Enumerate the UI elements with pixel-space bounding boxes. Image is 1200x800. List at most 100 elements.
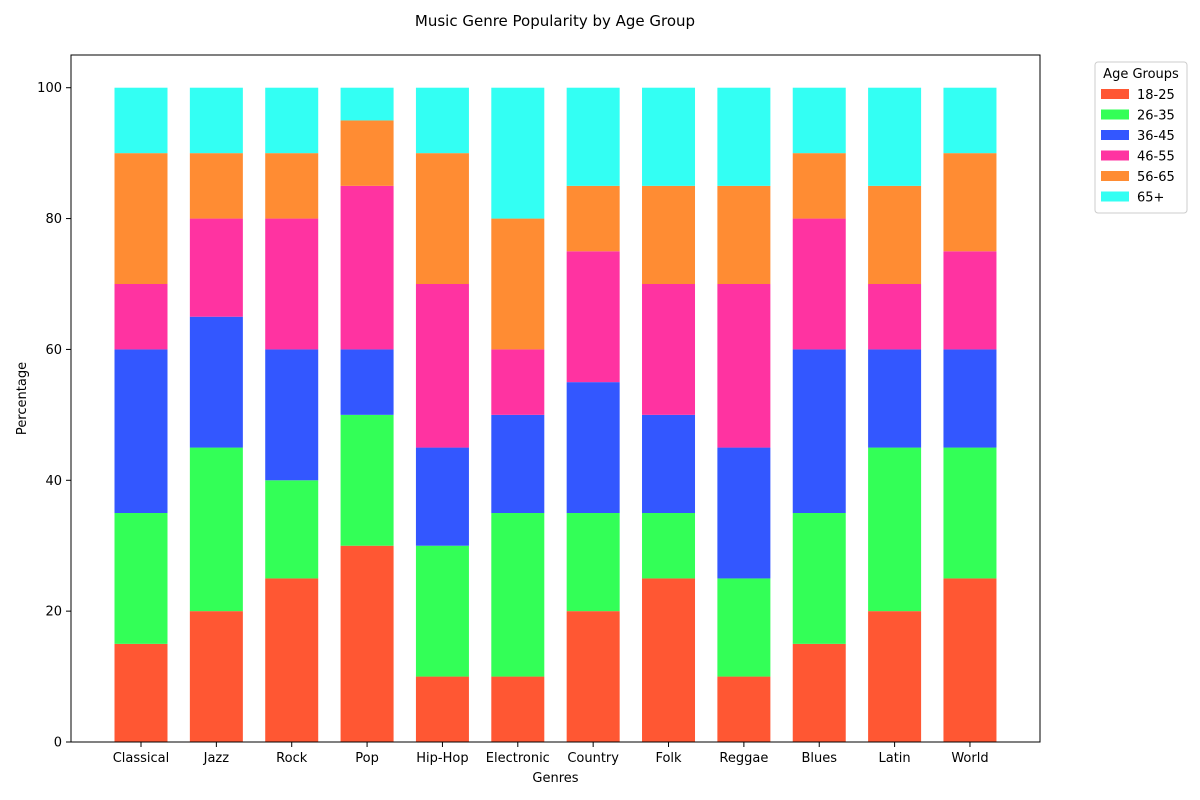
x-tick-label: Rock — [276, 751, 308, 766]
bar-rock-26-35 — [265, 480, 319, 579]
x-tick-label: Latin — [879, 751, 911, 766]
x-tick-label: Blues — [801, 751, 837, 766]
bar-electronic-26-35 — [491, 513, 545, 677]
bar-rock-56-65 — [265, 153, 319, 219]
bar-reggae-56-65 — [717, 185, 771, 284]
y-axis-label: Percentage — [15, 362, 30, 435]
bar-country-65plus — [566, 87, 620, 186]
bar-hip-hop-46-55 — [415, 284, 469, 448]
bar-jazz-56-65 — [189, 153, 243, 219]
bar-blues-46-55 — [792, 218, 846, 350]
legend-swatch — [1101, 171, 1129, 181]
bar-world-26-35 — [943, 447, 997, 579]
bar-country-56-65 — [566, 185, 620, 252]
bar-hip-hop-18-25 — [415, 676, 469, 742]
x-tick-label: World — [951, 751, 988, 766]
bar-jazz-26-35 — [189, 447, 243, 612]
bars-group — [114, 87, 997, 742]
x-tick-label: Country — [567, 751, 619, 766]
y-tick-label: 80 — [45, 212, 62, 227]
bar-folk-18-25 — [642, 578, 696, 742]
bar-classical-56-65 — [114, 153, 168, 284]
bar-electronic-36-45 — [491, 414, 545, 513]
legend-entry-label: 18-25 — [1137, 88, 1175, 103]
bar-world-46-55 — [943, 251, 997, 350]
bar-pop-56-65 — [340, 120, 394, 186]
bar-latin-26-35 — [868, 447, 922, 612]
bar-reggae-26-35 — [717, 578, 771, 677]
y-tick-label: 0 — [54, 736, 62, 751]
legend-entry-label: 56-65 — [1137, 170, 1175, 185]
bar-blues-18-25 — [792, 643, 846, 742]
bar-jazz-65plus — [189, 87, 243, 154]
bar-electronic-56-65 — [491, 218, 545, 350]
y-tick-label: 20 — [45, 605, 62, 620]
bar-folk-65plus — [642, 87, 696, 186]
y-tick-label: 40 — [45, 474, 62, 489]
bar-rock-46-55 — [265, 218, 319, 350]
bar-world-36-45 — [943, 349, 997, 448]
bar-reggae-36-45 — [717, 447, 771, 579]
bar-reggae-65plus — [717, 87, 771, 186]
bar-folk-26-35 — [642, 513, 696, 579]
bar-world-65plus — [943, 87, 997, 154]
legend-entry-label: 26-35 — [1137, 109, 1175, 124]
y-tick-label: 60 — [45, 343, 62, 358]
bar-reggae-18-25 — [717, 676, 771, 742]
x-tick-label: Folk — [655, 751, 682, 766]
x-axis-label: Genres — [532, 771, 578, 786]
bar-blues-26-35 — [792, 513, 846, 644]
bar-latin-18-25 — [868, 611, 922, 742]
bar-reggae-46-55 — [717, 284, 771, 448]
bar-world-56-65 — [943, 153, 997, 252]
bar-country-46-55 — [566, 251, 620, 383]
bar-pop-46-55 — [340, 185, 394, 350]
legend-entry-label: 65+ — [1137, 191, 1164, 206]
legend: Age Groups 18-25 26-35 36-45 46-55 56-65 65+ — [1094, 61, 1188, 214]
bar-pop-26-35 — [340, 414, 394, 546]
bar-classical-18-25 — [114, 643, 168, 742]
bar-classical-46-55 — [114, 284, 168, 350]
bar-blues-36-45 — [792, 349, 846, 513]
bar-folk-46-55 — [642, 284, 696, 415]
legend-swatch — [1101, 89, 1129, 99]
bar-pop-36-45 — [340, 349, 394, 415]
bar-hip-hop-36-45 — [415, 447, 469, 546]
bar-electronic-46-55 — [491, 349, 545, 415]
bar-country-36-45 — [566, 382, 620, 513]
bar-rock-18-25 — [265, 578, 319, 742]
plot-area-frame — [70, 54, 1041, 743]
bar-hip-hop-56-65 — [415, 153, 469, 284]
y-tick-label: 100 — [37, 81, 62, 96]
bar-classical-36-45 — [114, 349, 168, 513]
bar-world-18-25 — [943, 578, 997, 742]
bar-hip-hop-65plus — [415, 87, 469, 154]
bar-latin-56-65 — [868, 185, 922, 284]
legend-entry-label: 36-45 — [1137, 129, 1175, 144]
bar-rock-65plus — [265, 87, 319, 154]
x-axis: Classical Jazz Rock Pop Hip-Hop Electronic Cou… — [113, 742, 989, 766]
x-tick-label: Electronic — [486, 751, 550, 766]
bar-pop-18-25 — [340, 545, 394, 742]
legend-swatch — [1101, 150, 1129, 161]
chart-title: Music Genre Popularity by Age Group — [415, 12, 695, 30]
bar-rock-36-45 — [265, 349, 319, 481]
bar-latin-36-45 — [868, 349, 922, 448]
bar-pop-65plus — [340, 87, 394, 121]
legend-swatch — [1101, 130, 1129, 140]
legend-entry-label: 46-55 — [1137, 150, 1175, 165]
bar-classical-26-35 — [114, 513, 168, 644]
bar-classical-65plus — [114, 87, 168, 154]
x-tick-label: Reggae — [719, 751, 768, 766]
bar-blues-65plus — [792, 87, 846, 154]
bar-latin-46-55 — [868, 284, 922, 350]
x-tick-label: Pop — [355, 751, 379, 766]
bar-country-18-25 — [566, 611, 620, 742]
bar-jazz-18-25 — [189, 611, 243, 742]
bar-jazz-36-45 — [189, 316, 243, 448]
bar-electronic-18-25 — [491, 676, 545, 742]
bar-country-26-35 — [566, 513, 620, 612]
x-tick-label: Classical — [113, 751, 170, 766]
bar-folk-36-45 — [642, 414, 696, 513]
legend-swatch — [1101, 109, 1129, 120]
